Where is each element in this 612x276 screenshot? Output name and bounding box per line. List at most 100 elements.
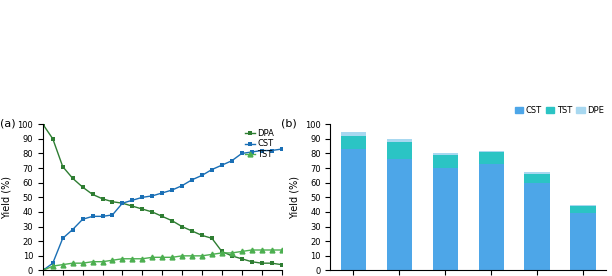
Text: (a): (a) (0, 118, 15, 128)
DPA (49, 137, 56, 140)
TST (159, 256, 166, 259)
TST (179, 254, 186, 258)
Bar (524, 172, 550, 174)
DPA (59, 165, 67, 168)
Bar (479, 150, 504, 152)
CST (218, 163, 225, 167)
TST (258, 248, 266, 252)
TST (109, 259, 116, 262)
TST (89, 260, 96, 263)
DPA (228, 254, 236, 258)
TST (69, 262, 76, 265)
Bar (387, 159, 412, 270)
Bar (479, 164, 504, 270)
Bar (570, 205, 595, 206)
DPA (129, 205, 136, 208)
CST (198, 174, 206, 177)
DPA (79, 185, 86, 189)
TST (139, 257, 146, 261)
CST (268, 149, 275, 152)
Bar (387, 139, 412, 142)
Bar (387, 142, 412, 159)
TST (119, 257, 126, 261)
DPA (248, 260, 255, 263)
CST (59, 237, 67, 240)
DPA (99, 197, 106, 200)
Y-axis label: Yield (%): Yield (%) (2, 176, 12, 219)
CST (119, 201, 126, 205)
TST (79, 262, 86, 265)
DPA (258, 262, 266, 265)
Bar (524, 183, 550, 270)
TST (268, 248, 275, 252)
CST (278, 147, 285, 151)
DPA (238, 257, 245, 261)
CST (149, 194, 156, 198)
Bar (433, 155, 458, 168)
DPA (109, 200, 116, 203)
Bar (341, 136, 366, 149)
CST (258, 149, 266, 152)
Line: CST: CST (41, 147, 283, 273)
Line: TST: TST (40, 248, 284, 273)
CST (69, 228, 76, 231)
TST (129, 257, 136, 261)
CST (168, 188, 176, 192)
Bar (433, 153, 458, 155)
DPA (159, 215, 166, 218)
DPA (218, 250, 225, 253)
TST (39, 269, 47, 272)
DPA (89, 193, 96, 196)
CST (188, 178, 196, 181)
Bar (570, 213, 595, 270)
CST (238, 152, 245, 155)
TST (278, 248, 285, 252)
CST (89, 215, 96, 218)
DPA (268, 262, 275, 265)
DPA (139, 207, 146, 211)
TST (248, 248, 255, 252)
DPA (188, 229, 196, 233)
Bar (524, 174, 550, 183)
TST (59, 263, 67, 266)
CST (99, 215, 106, 218)
Legend: DPA, CST, TST: DPA, CST, TST (241, 125, 277, 163)
TST (208, 253, 215, 256)
DPA (69, 177, 76, 180)
Y-axis label: Yield (%): Yield (%) (289, 176, 299, 219)
TST (99, 260, 106, 263)
DPA (119, 201, 126, 205)
CST (159, 191, 166, 195)
TST (228, 251, 236, 254)
Bar (570, 206, 595, 213)
TST (49, 264, 56, 268)
DPA (208, 237, 215, 240)
TST (168, 256, 176, 259)
TST (198, 254, 206, 258)
DPA (39, 123, 47, 126)
CST (179, 184, 186, 187)
TST (218, 251, 225, 254)
DPA (198, 234, 206, 237)
CST (248, 150, 255, 154)
Bar (341, 131, 366, 136)
DPA (278, 263, 285, 266)
DPA (149, 210, 156, 214)
CST (208, 168, 215, 171)
TST (149, 256, 156, 259)
Line: DPA: DPA (41, 122, 283, 267)
CST (39, 269, 47, 272)
CST (228, 159, 236, 162)
CST (49, 262, 56, 265)
Text: (b): (b) (281, 118, 297, 128)
DPA (179, 225, 186, 228)
DPA (168, 219, 176, 222)
CST (109, 213, 116, 217)
Legend: CST, TST, DPE: CST, TST, DPE (512, 103, 607, 119)
Bar (479, 152, 504, 164)
CST (129, 199, 136, 202)
TST (188, 254, 196, 258)
Bar (433, 168, 458, 270)
Bar (341, 149, 366, 270)
CST (139, 196, 146, 199)
